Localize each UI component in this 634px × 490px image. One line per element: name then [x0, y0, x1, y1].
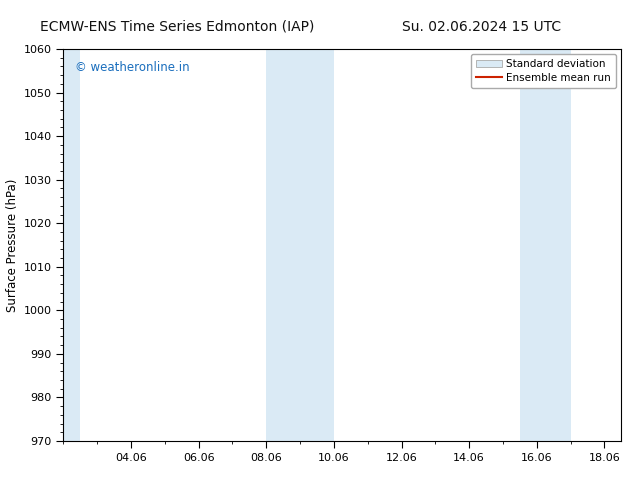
Bar: [520, 49, 571, 441]
Y-axis label: Surface Pressure (hPa): Surface Pressure (hPa): [6, 178, 19, 312]
Bar: [266, 49, 334, 441]
Bar: [63, 49, 81, 441]
Text: ECMW-ENS Time Series Edmonton (IAP): ECMW-ENS Time Series Edmonton (IAP): [41, 20, 314, 34]
Text: © weatheronline.in: © weatheronline.in: [75, 61, 189, 74]
Text: Su. 02.06.2024 15 UTC: Su. 02.06.2024 15 UTC: [403, 20, 561, 34]
Legend: Standard deviation, Ensemble mean run: Standard deviation, Ensemble mean run: [470, 54, 616, 88]
